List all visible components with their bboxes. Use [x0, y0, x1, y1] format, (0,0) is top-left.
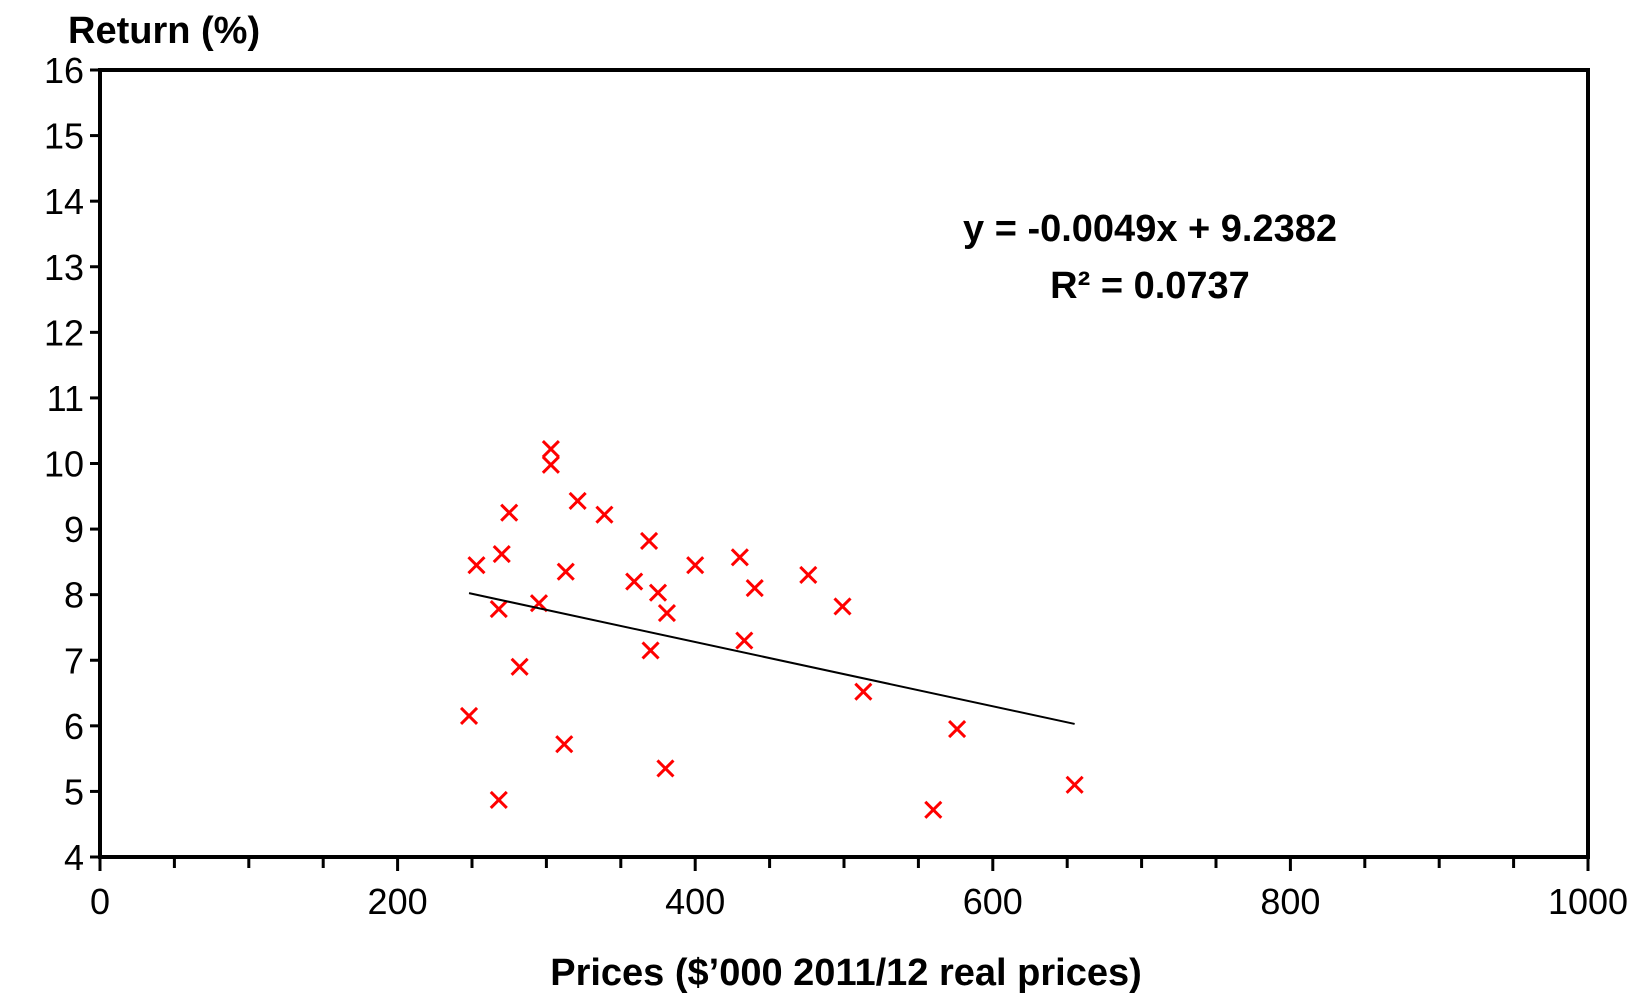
data-point — [568, 491, 587, 510]
x-tick-label: 0 — [90, 881, 110, 922]
y-tick-label: 6 — [64, 706, 84, 747]
data-point — [489, 600, 508, 619]
trendline-equation: y = -0.0049x + 9.2382 — [963, 208, 1337, 250]
y-tick-label: 8 — [64, 575, 84, 616]
data-point — [656, 759, 675, 778]
y-tick-label: 12 — [44, 312, 84, 353]
data-point — [641, 641, 660, 660]
plot-area-frame — [98, 68, 1590, 859]
y-tick-label: 13 — [44, 247, 84, 288]
y-tick-label: 14 — [44, 181, 84, 222]
x-tick-label: 600 — [963, 881, 1023, 922]
data-point — [745, 579, 764, 598]
data-point — [640, 531, 659, 550]
y-tick-label: 7 — [64, 640, 84, 681]
x-tick-label: 400 — [665, 881, 725, 922]
y-tick-label: 5 — [64, 771, 84, 812]
data-point — [500, 503, 519, 522]
data-point — [492, 544, 511, 564]
x-axis-ticks: 0 200 400 600 800 1000 — [90, 857, 1628, 922]
y-tick-label: 16 — [44, 50, 84, 91]
data-point — [467, 556, 486, 575]
x-axis-title: Prices ($’000 2011/12 real prices) — [550, 952, 1142, 994]
data-point — [730, 548, 749, 567]
x-tick-label: 1000 — [1548, 881, 1628, 922]
data-points — [459, 440, 1084, 819]
y-tick-label: 15 — [44, 116, 84, 157]
data-point — [556, 562, 575, 581]
data-point — [686, 556, 705, 575]
data-point — [459, 706, 479, 726]
data-point — [541, 455, 560, 474]
y-tick-label: 10 — [44, 444, 84, 485]
trendline — [468, 592, 1075, 725]
data-point — [735, 631, 754, 650]
data-point — [657, 603, 676, 623]
data-point — [625, 572, 644, 591]
data-point — [799, 565, 818, 585]
y-tick-label: 4 — [64, 837, 84, 878]
data-point — [648, 583, 668, 602]
data-point — [595, 505, 614, 524]
y-tick-label: 9 — [64, 509, 84, 550]
y-axis-title: Return (%) — [68, 10, 260, 52]
r-squared-label: R² = 0.0737 — [1050, 265, 1250, 307]
data-point — [924, 800, 943, 819]
y-axis-ticks: 4 5 6 7 8 9 10 11 12 13 14 15 16 — [44, 50, 100, 878]
data-point — [510, 657, 529, 676]
data-point — [948, 720, 967, 739]
data-point — [541, 440, 560, 459]
data-point — [555, 735, 574, 754]
x-tick-label: 200 — [368, 881, 428, 922]
x-tick-label: 800 — [1260, 881, 1320, 922]
data-point — [833, 597, 852, 616]
data-point — [854, 682, 873, 701]
y-tick-label: 11 — [47, 378, 84, 419]
data-point — [1065, 775, 1084, 794]
data-point — [489, 790, 508, 810]
